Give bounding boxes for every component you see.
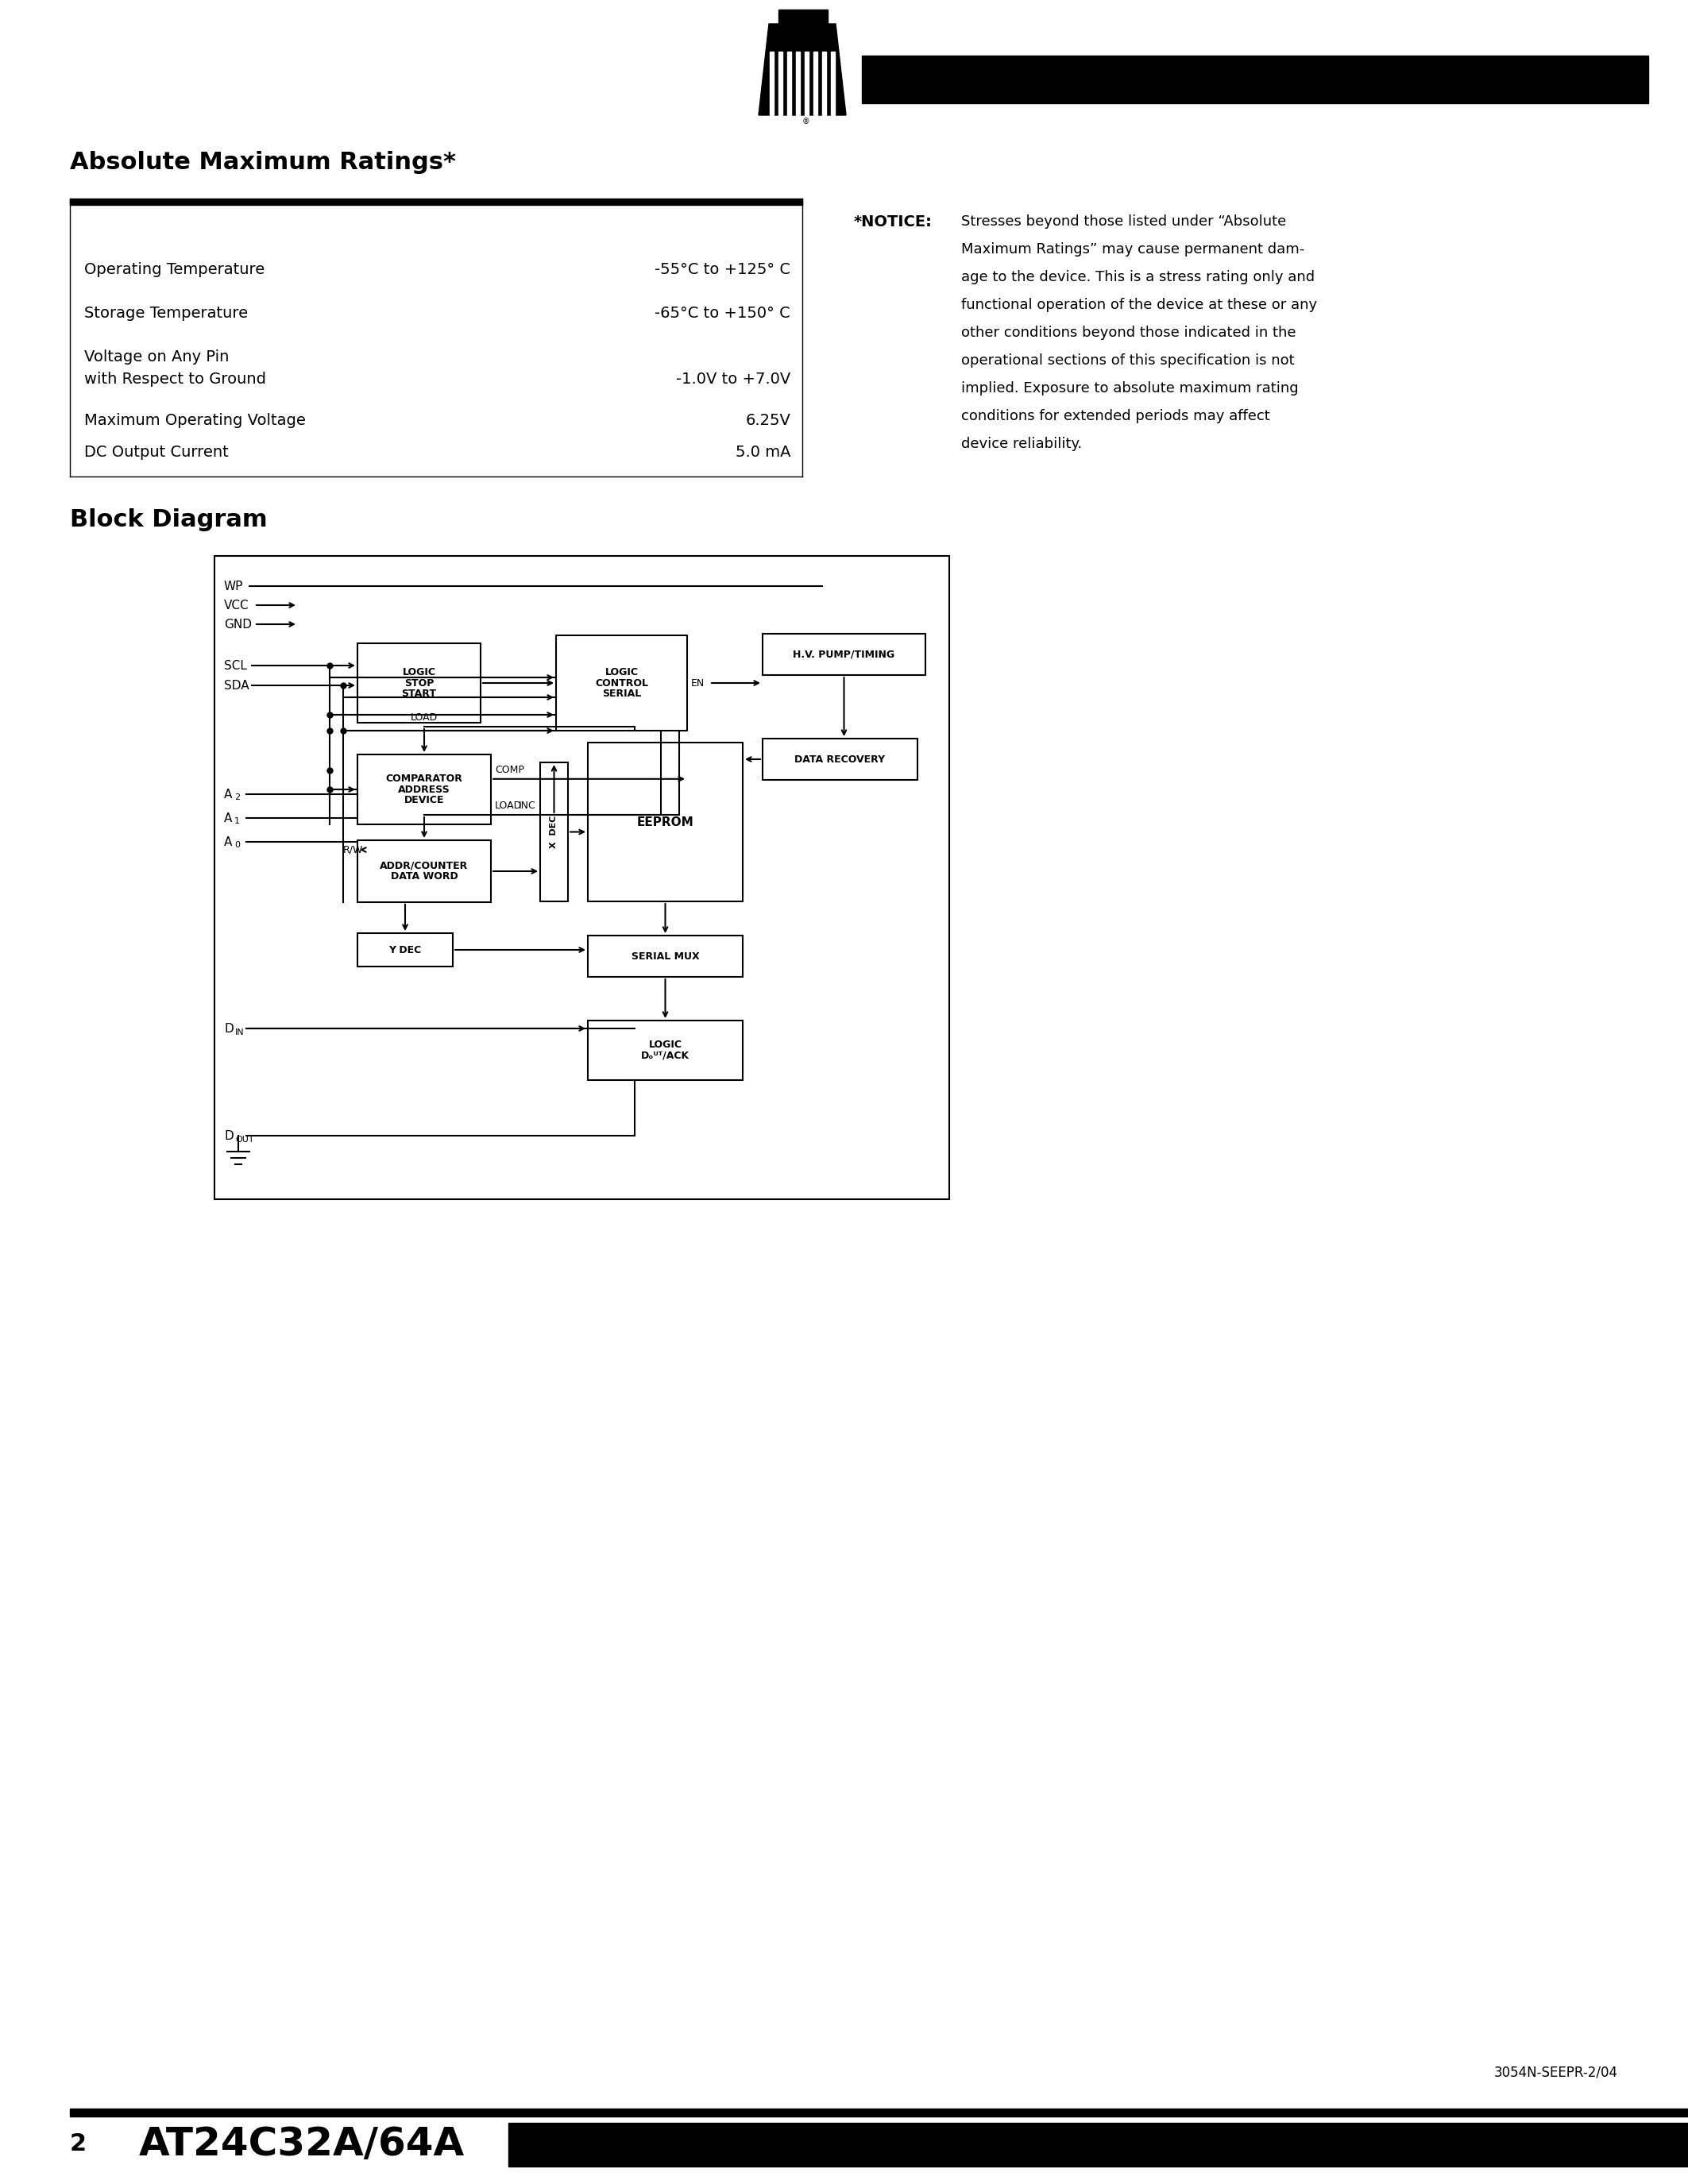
Text: Y DEC: Y DEC — [388, 946, 422, 954]
Text: INC: INC — [518, 802, 537, 810]
Text: 2: 2 — [235, 793, 240, 802]
Text: GND: GND — [225, 618, 252, 631]
Text: Block Diagram: Block Diagram — [69, 509, 267, 531]
Text: Stresses beyond those listed under “Absolute: Stresses beyond those listed under “Abso… — [960, 214, 1286, 229]
Text: 3054N-SEEPR-2/04: 3054N-SEEPR-2/04 — [1494, 2066, 1619, 2079]
Bar — [805, 52, 809, 116]
Text: A: A — [225, 812, 233, 823]
Text: A: A — [225, 788, 233, 799]
Text: 5.0 mA: 5.0 mA — [736, 446, 790, 461]
Text: CONTROL: CONTROL — [594, 677, 648, 688]
Text: H.V. PUMP/TIMING: H.V. PUMP/TIMING — [793, 649, 895, 660]
Bar — [814, 52, 817, 116]
Text: -65°C to +150° C: -65°C to +150° C — [655, 306, 790, 321]
Text: SERIAL MUX: SERIAL MUX — [631, 950, 699, 961]
Text: ®: ® — [802, 118, 810, 124]
Text: WP: WP — [225, 581, 243, 592]
Bar — [778, 9, 827, 33]
Text: with Respect to Ground: with Respect to Ground — [84, 371, 267, 387]
Text: conditions for extended periods may affect: conditions for extended periods may affe… — [960, 408, 1269, 424]
Text: X  DEC: X DEC — [550, 815, 559, 847]
Text: DATA RECOVERY: DATA RECOVERY — [795, 753, 885, 764]
Bar — [214, 557, 949, 1199]
Text: EN: EN — [690, 677, 706, 688]
Bar — [540, 762, 567, 902]
Text: DEVICE: DEVICE — [403, 795, 444, 806]
Text: -55°C to +125° C: -55°C to +125° C — [655, 262, 790, 277]
Bar — [787, 52, 792, 116]
Text: 0: 0 — [235, 841, 240, 850]
Text: LOAD: LOAD — [410, 712, 437, 723]
Text: EEPROM: EEPROM — [636, 817, 694, 828]
Text: operational sections of this specification is not: operational sections of this specificati… — [960, 354, 1295, 367]
Text: LOGIC: LOGIC — [648, 1040, 682, 1051]
Text: LOAD: LOAD — [495, 802, 522, 810]
Text: 1: 1 — [235, 817, 240, 826]
Text: AT24C32A/64A: AT24C32A/64A — [138, 2125, 464, 2164]
Bar — [763, 633, 925, 675]
Text: Maximum Ratings” may cause permanent dam-: Maximum Ratings” may cause permanent dam… — [960, 242, 1305, 256]
Text: LOGIC: LOGIC — [604, 666, 638, 677]
Bar — [555, 636, 687, 732]
Text: 2: 2 — [69, 2134, 86, 2156]
Bar — [358, 841, 491, 902]
Bar — [587, 1020, 743, 1081]
Text: Storage Temperature: Storage Temperature — [84, 306, 248, 321]
Bar — [797, 52, 800, 116]
Bar — [763, 738, 918, 780]
Text: LOGIC: LOGIC — [402, 666, 436, 677]
Text: ADDR/COUNTER: ADDR/COUNTER — [380, 860, 468, 871]
Text: SDA: SDA — [225, 679, 250, 692]
Text: DC Output Current: DC Output Current — [84, 446, 228, 461]
Text: 6.25V: 6.25V — [744, 413, 790, 428]
Text: -1.0V to +7.0V: -1.0V to +7.0V — [675, 371, 790, 387]
Text: COMPARATOR: COMPARATOR — [385, 773, 463, 784]
Text: Maximum Operating Voltage: Maximum Operating Voltage — [84, 413, 306, 428]
Text: functional operation of the device at these or any: functional operation of the device at th… — [960, 297, 1317, 312]
Bar — [863, 55, 1647, 103]
Bar — [508, 2123, 1688, 2167]
Text: age to the device. This is a stress rating only and: age to the device. This is a stress rati… — [960, 271, 1315, 284]
Text: DATA WORD: DATA WORD — [390, 871, 457, 882]
Text: *NOTICE:: *NOTICE: — [854, 214, 932, 229]
Text: Operating Temperature: Operating Temperature — [84, 262, 265, 277]
Text: A: A — [225, 836, 233, 847]
Text: SERIAL: SERIAL — [603, 688, 641, 699]
Bar — [358, 933, 452, 968]
Text: Voltage on Any Pin: Voltage on Any Pin — [84, 349, 230, 365]
Bar — [69, 199, 802, 205]
Bar — [358, 753, 491, 823]
Text: SCL: SCL — [225, 660, 246, 670]
Bar — [778, 52, 783, 116]
Text: ADDRESS: ADDRESS — [398, 784, 451, 795]
Bar — [587, 935, 743, 976]
Bar — [69, 2108, 1688, 2116]
Bar — [587, 743, 743, 902]
Text: Absolute Maximum Ratings*: Absolute Maximum Ratings* — [69, 151, 456, 175]
Text: other conditions beyond those indicated in the: other conditions beyond those indicated … — [960, 325, 1296, 341]
Bar — [822, 52, 825, 116]
Text: D: D — [225, 1129, 233, 1142]
Text: STOP: STOP — [403, 677, 434, 688]
Text: D: D — [225, 1022, 233, 1035]
Text: R/W: R/W — [343, 845, 363, 854]
Text: START: START — [402, 688, 437, 699]
Bar — [830, 52, 836, 116]
Text: OUT: OUT — [235, 1136, 253, 1144]
Polygon shape — [758, 24, 846, 116]
Text: COMP: COMP — [495, 764, 525, 775]
Text: implied. Exposure to absolute maximum rating: implied. Exposure to absolute maximum ra… — [960, 382, 1298, 395]
Text: device reliability.: device reliability. — [960, 437, 1082, 452]
Text: Dₒᵁᵀ/ACK: Dₒᵁᵀ/ACK — [641, 1051, 690, 1061]
Text: IN: IN — [235, 1029, 245, 1037]
Bar — [770, 52, 773, 116]
Bar — [358, 644, 481, 723]
Text: VCC: VCC — [225, 598, 250, 612]
